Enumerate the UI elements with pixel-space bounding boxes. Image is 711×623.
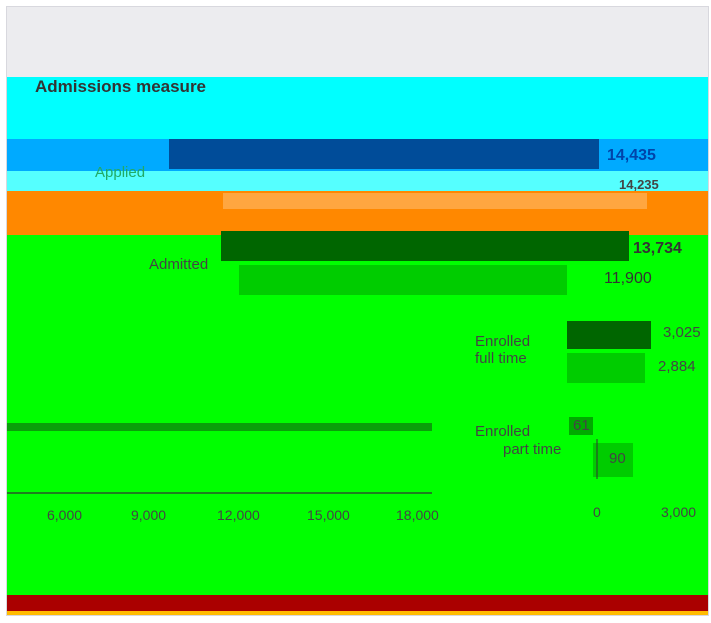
tick-left-0: 6,000 bbox=[47, 507, 82, 523]
top-gray-band bbox=[7, 7, 708, 77]
left-ticks: 6,000 9,000 12,000 15,000 18,000 bbox=[47, 507, 439, 523]
footer-yellow-stripe bbox=[7, 611, 708, 615]
tick-left-1: 9,000 bbox=[131, 507, 166, 523]
tick-left-4: 18,000 bbox=[396, 507, 439, 523]
tick-right-0: 0 bbox=[593, 504, 601, 520]
orange-band bbox=[7, 191, 708, 235]
admitted-group: 13,734 11,900 Admitted bbox=[149, 231, 682, 295]
label-part-time-line1: Enrolled bbox=[475, 423, 530, 440]
value-full-time-b: 2,884 bbox=[658, 358, 696, 375]
chart-title: Admissions measure bbox=[35, 77, 207, 96]
label-full-time-line1: Enrolled bbox=[475, 333, 530, 350]
label-part-time-line2: part time bbox=[503, 441, 561, 458]
bar-applied-a bbox=[169, 139, 599, 169]
right-ticks: 0 3,000 bbox=[593, 504, 696, 520]
part-time-group: 61 90 Enrolled part time bbox=[475, 417, 633, 479]
label-applied: Applied bbox=[95, 164, 145, 181]
bar-part-time-a bbox=[569, 417, 593, 435]
bar-applied-b bbox=[223, 193, 647, 209]
value-applied-b: 14,235 bbox=[619, 177, 659, 192]
bar-admitted-b bbox=[239, 265, 567, 295]
bar-admitted-a bbox=[221, 231, 629, 261]
value-applied-a: 14,435 bbox=[607, 147, 656, 164]
bar-full-time-b bbox=[567, 353, 645, 383]
value-admitted-b: 11,900 bbox=[604, 270, 652, 287]
chart-frame: Admissions measure 14,435 14,235 Applied… bbox=[6, 6, 709, 616]
applied-group: 14,435 14,235 Applied bbox=[95, 139, 659, 209]
value-part-time-a: 61 bbox=[573, 417, 590, 434]
bar-part-time-b bbox=[593, 443, 633, 477]
bar-full-time-a bbox=[567, 321, 651, 349]
footer-red-stripe bbox=[7, 595, 708, 613]
value-full-time-a: 3,025 bbox=[663, 324, 701, 341]
left-chart-axis bbox=[7, 423, 432, 494]
full-time-group: 3,025 2,884 Enrolled full time bbox=[475, 321, 701, 383]
admissions-chart: 14,435 14,235 Applied 13,734 11,900 Admi… bbox=[7, 139, 701, 523]
light-cyan-band bbox=[7, 171, 708, 191]
label-full-time-line2: full time bbox=[475, 350, 527, 367]
tick-left-3: 15,000 bbox=[307, 507, 350, 523]
value-part-time-b: 90 bbox=[609, 450, 626, 467]
cyan-band bbox=[7, 77, 708, 139]
label-admitted: Admitted bbox=[149, 256, 208, 273]
tick-right-1: 3,000 bbox=[661, 504, 696, 520]
value-admitted-a: 13,734 bbox=[633, 240, 682, 257]
tick-left-2: 12,000 bbox=[217, 507, 260, 523]
